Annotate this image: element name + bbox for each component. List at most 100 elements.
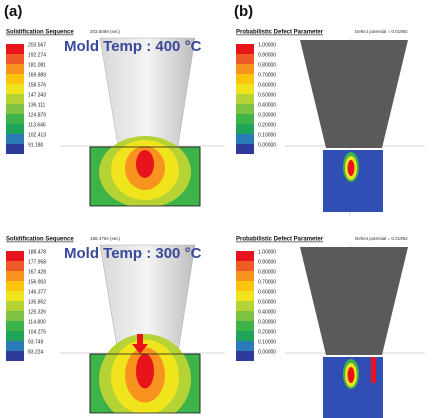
mask xyxy=(88,413,202,418)
legend-swatch xyxy=(236,104,254,114)
legend-label: 102.413 xyxy=(28,132,46,138)
legend-label: 147.343 xyxy=(28,92,46,98)
legend-swatch xyxy=(6,291,24,301)
legend-swatch xyxy=(236,331,254,341)
panel-title: Solidification Sequence xyxy=(6,30,74,36)
legend-swatch xyxy=(6,271,24,281)
panel: Probabilistic Defect Parameter Defect pot… xyxy=(236,236,425,418)
legend-swatch xyxy=(236,114,254,124)
panel-title: Probabilistic Defect Parameter xyxy=(236,237,324,243)
legend-label: 0.50000 xyxy=(258,92,276,98)
legend-swatch xyxy=(6,281,24,291)
legend-swatch xyxy=(236,311,254,321)
legend-label: 0.90000 xyxy=(258,259,276,265)
legend-label: 0.20000 xyxy=(258,122,276,128)
legend-swatch xyxy=(6,251,24,261)
legend-swatch xyxy=(6,104,24,114)
mask xyxy=(88,206,202,216)
legend-swatch xyxy=(236,261,254,271)
legend-swatch xyxy=(236,74,254,84)
legend-label: 158.576 xyxy=(28,82,46,88)
legend-swatch xyxy=(6,144,24,154)
legend-swatch xyxy=(236,134,254,144)
arrow-shaft xyxy=(137,334,143,345)
legend-label: 0.00000 xyxy=(258,142,276,148)
legend-swatch xyxy=(236,94,254,104)
legend-label: 0.70000 xyxy=(258,279,276,285)
legend-label: 0.10000 xyxy=(258,132,276,138)
legend-swatch xyxy=(6,94,24,104)
time-label: 188.4794 (sec) xyxy=(90,236,121,241)
legend-swatch xyxy=(236,251,254,261)
legend-swatch xyxy=(236,144,254,154)
defect xyxy=(348,367,355,383)
legend-label: 0.60000 xyxy=(258,82,276,88)
panel: Solidification Sequence 188.4794 (sec) 188… xyxy=(6,236,225,418)
legend-swatch xyxy=(6,301,24,311)
legend-swatch xyxy=(236,281,254,291)
legend-label: 181.081 xyxy=(28,62,46,68)
legend-label: 177.958 xyxy=(28,259,46,265)
legend-label: 104.275 xyxy=(28,329,46,335)
legend-label: 0.60000 xyxy=(258,289,276,295)
legend-swatch xyxy=(6,114,24,124)
panel-title: Probabilistic Defect Parameter xyxy=(236,30,324,36)
legend-label: 113.646 xyxy=(28,122,46,128)
legend-label: 124.879 xyxy=(28,112,46,118)
legend-label: 169.889 xyxy=(28,72,46,78)
legend-swatch xyxy=(6,84,24,94)
panel-title: Solidification Sequence xyxy=(6,237,74,243)
legend-swatch xyxy=(236,291,254,301)
legend-swatch xyxy=(236,44,254,54)
legend-swatch xyxy=(6,311,24,321)
legend-label: 146.377 xyxy=(28,289,46,295)
figure: (a) Solidification Sequence 203.5069 (sec)… xyxy=(0,0,434,418)
legend-label: 83.224 xyxy=(28,349,44,355)
legend-swatch xyxy=(6,124,24,134)
legend-label: 1.00000 xyxy=(258,42,276,48)
legend-label: 192.274 xyxy=(28,52,46,58)
time-label: 203.5069 (sec) xyxy=(90,29,121,34)
legend-label: 0.10000 xyxy=(258,339,276,345)
legend-swatch xyxy=(236,351,254,361)
panel: (a) Solidification Sequence 203.5069 (sec)… xyxy=(4,3,225,216)
legend-label: 93.749 xyxy=(28,339,44,345)
legend-label: 91.180 xyxy=(28,142,44,148)
legend-swatch xyxy=(6,321,24,331)
legend-label: 1.00000 xyxy=(258,249,276,255)
legend-swatch xyxy=(236,301,254,311)
contour xyxy=(136,150,154,178)
legend-swatch xyxy=(236,64,254,74)
legend-swatch xyxy=(6,64,24,74)
legend-label: 188.478 xyxy=(28,249,46,255)
defect xyxy=(348,160,355,176)
legend-swatch xyxy=(236,341,254,351)
legend-label: 0.50000 xyxy=(258,299,276,305)
legend-swatch xyxy=(236,84,254,94)
funnel xyxy=(300,247,408,355)
legend-swatch xyxy=(6,44,24,54)
annotation: Mold Temp : 300 °C xyxy=(64,245,202,262)
legend-swatch xyxy=(6,261,24,271)
legend-label: 0.40000 xyxy=(258,309,276,315)
legend-swatch xyxy=(6,351,24,361)
legend-label: 203.567 xyxy=(28,42,46,48)
legend-label: 167.428 xyxy=(28,269,46,275)
legend-label: 0.30000 xyxy=(258,112,276,118)
legend-swatch xyxy=(6,134,24,144)
time-label: Defect potential = 0.01992 xyxy=(355,29,408,34)
marker xyxy=(371,357,376,383)
legend-label: 0.80000 xyxy=(258,269,276,275)
legend-label: 0.00000 xyxy=(258,349,276,355)
panel-label: (a) xyxy=(4,3,22,20)
legend-swatch xyxy=(236,321,254,331)
legend-label: 0.90000 xyxy=(258,52,276,58)
legend-swatch xyxy=(6,341,24,351)
legend-swatch xyxy=(6,331,24,341)
time-label: Defect potential = 0.01992 xyxy=(355,236,408,241)
legend-label: 125.326 xyxy=(28,309,46,315)
legend-swatch xyxy=(6,54,24,64)
legend-label: 0.80000 xyxy=(258,62,276,68)
legend-label: 135.852 xyxy=(28,299,46,305)
